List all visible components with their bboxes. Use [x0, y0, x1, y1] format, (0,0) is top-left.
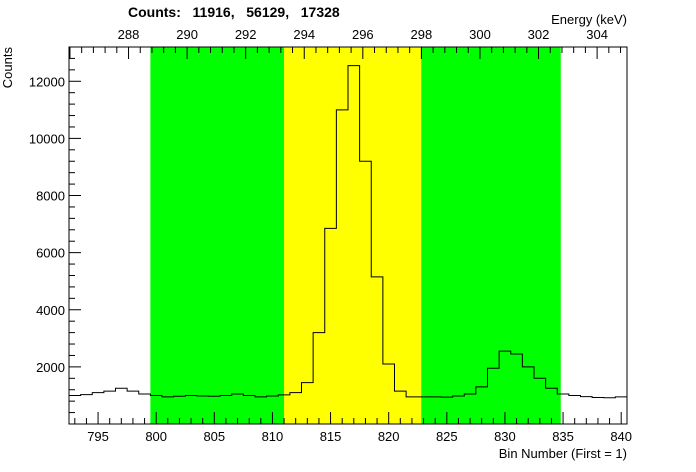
energy-tick-label: 288: [118, 27, 140, 42]
x-tick-label: 830: [494, 429, 516, 444]
energy-tick-label: 302: [528, 27, 550, 42]
y-tick-label: 6000: [36, 246, 65, 261]
energy-tick-label: 292: [235, 27, 257, 42]
x-tick-label: 835: [552, 429, 574, 444]
region-background-right: [421, 47, 561, 424]
x-tick-label: 840: [610, 429, 632, 444]
plot-frame: [68, 46, 628, 425]
x-tick-label: 815: [320, 429, 342, 444]
x-tick-label: 820: [378, 429, 400, 444]
region-peak: [284, 47, 422, 424]
chart-title: Counts: 11916, 56129, 17328: [128, 4, 340, 20]
energy-tick-label: 296: [352, 27, 374, 42]
energy-tick-label: 304: [586, 27, 608, 42]
y-tick-label: 8000: [36, 189, 65, 204]
x-tick-label: 805: [203, 429, 225, 444]
energy-axis-label: Energy (keV): [551, 12, 627, 27]
histogram-line: [68, 65, 627, 399]
y-tick-label: 12000: [29, 74, 65, 89]
x-tick-label: 795: [87, 429, 109, 444]
x-tick-label: 800: [145, 429, 167, 444]
y-tick-label: 10000: [29, 131, 65, 146]
x-axis-label: Bin Number (First = 1): [499, 446, 627, 461]
y-tick-label: 4000: [36, 303, 65, 318]
y-tick-label: 2000: [36, 360, 65, 375]
x-tick-label: 810: [262, 429, 284, 444]
energy-tick-label: 300: [469, 27, 491, 42]
energy-tick-label: 290: [176, 27, 198, 42]
region-background-left: [150, 47, 285, 424]
energy-tick-label: 298: [411, 27, 433, 42]
x-tick-label: 825: [436, 429, 458, 444]
energy-tick-label: 294: [293, 27, 315, 42]
y-axis-label: Counts: [0, 47, 15, 89]
